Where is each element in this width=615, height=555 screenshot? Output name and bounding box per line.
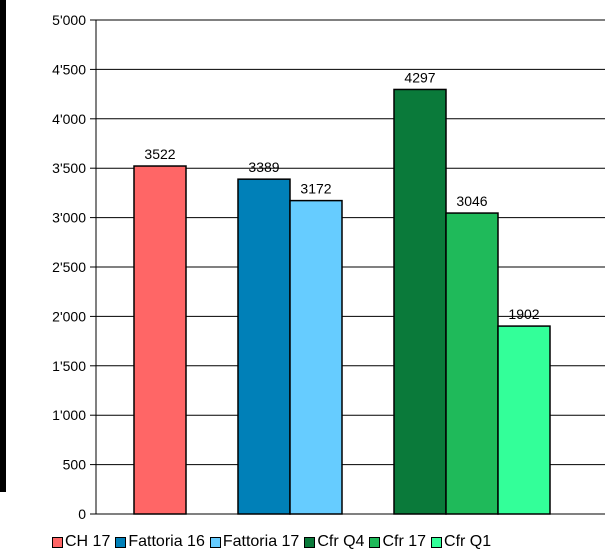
legend-item: Cfr 17 xyxy=(369,533,426,551)
data-labels: 3522 3389 3172 4297 3046 1902 xyxy=(144,69,539,322)
legend-item: Cfr Q4 xyxy=(304,533,364,551)
legend-swatch xyxy=(115,536,127,548)
bar-cfr-q4 xyxy=(393,88,447,515)
legend-item: CH 17 xyxy=(52,533,110,551)
bar-fattoria-16 xyxy=(237,178,291,515)
legend-swatch xyxy=(52,536,63,548)
y-tick-label: 3'000 xyxy=(52,210,86,226)
bar-cfr-17 xyxy=(445,212,499,515)
y-tick-label: 1'500 xyxy=(52,358,86,374)
y-tick-label: 1'000 xyxy=(52,407,86,423)
data-label: 3389 xyxy=(248,159,279,175)
bar-ch-17 xyxy=(133,165,187,515)
y-tick-label: 2'000 xyxy=(52,308,86,324)
legend: CH 17 Fattoria 16 Fattoria 17 Cfr Q4 Cfr 17 C… xyxy=(52,532,496,552)
legend-item: Fattoria 17 xyxy=(209,533,300,551)
legend-label: Cfr Q1 xyxy=(444,533,492,550)
y-tick-label: 0 xyxy=(78,506,86,522)
data-label: 4297 xyxy=(404,69,435,85)
legend-swatch xyxy=(369,536,381,548)
y-tick-label: 5'000 xyxy=(52,12,86,28)
bars xyxy=(133,88,551,515)
legend-item: Cfr Q1 xyxy=(431,533,491,551)
data-label: 3522 xyxy=(144,146,175,162)
y-tick-label: 500 xyxy=(63,457,87,473)
y-axis-ticks: 0 500 1'000 1'500 2'000 2'500 3'000 3'500 4'000 4… xyxy=(52,12,96,522)
bar-chart: 0 500 1'000 1'500 2'000 2'500 3'000 3'500 4'000 4… xyxy=(52,12,605,522)
legend-label: Cfr 17 xyxy=(382,533,427,550)
bar-fattoria-17 xyxy=(289,199,343,515)
legend-swatch xyxy=(209,536,221,548)
legend-swatch xyxy=(304,536,316,548)
y-tick-label: 3'500 xyxy=(52,160,86,176)
legend-swatch xyxy=(431,536,443,548)
left-edge-rule xyxy=(0,0,6,492)
data-label: 1902 xyxy=(508,306,539,322)
y-tick-label: 2'500 xyxy=(52,259,86,275)
data-label: 3046 xyxy=(456,193,487,209)
legend-label: CH 17 xyxy=(65,533,111,550)
legend-label: Cfr Q4 xyxy=(317,533,365,550)
legend-label: Fattoria 16 xyxy=(128,533,205,550)
bar-cfr-q1 xyxy=(497,325,551,515)
data-label: 3172 xyxy=(300,181,331,197)
y-tick-label: 4'500 xyxy=(52,61,86,77)
y-tick-label: 4'000 xyxy=(52,111,86,127)
legend-label: Fattoria 17 xyxy=(222,533,300,550)
legend-item: Fattoria 16 xyxy=(115,533,205,551)
